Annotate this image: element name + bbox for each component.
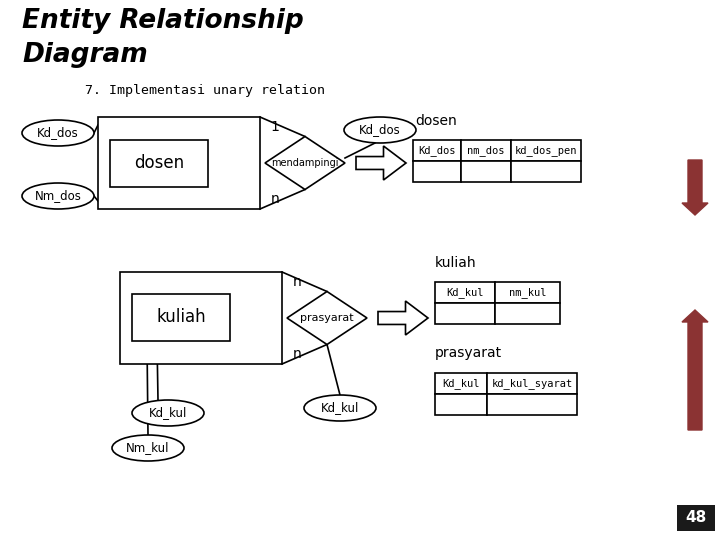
- Bar: [511, 140, 581, 161]
- Polygon shape: [356, 146, 406, 180]
- Ellipse shape: [132, 400, 204, 426]
- Bar: [487, 373, 577, 394]
- Bar: [677, 505, 715, 531]
- Text: Kd_kul: Kd_kul: [446, 287, 484, 298]
- Text: Kd_dos: Kd_dos: [418, 145, 456, 156]
- Text: mendampingi: mendampingi: [271, 158, 338, 168]
- Polygon shape: [287, 292, 367, 345]
- Bar: [413, 140, 461, 161]
- Text: Diagram: Diagram: [22, 42, 148, 68]
- Bar: [435, 282, 495, 303]
- Bar: [495, 282, 560, 303]
- Text: Nm_kul: Nm_kul: [126, 442, 170, 455]
- Bar: [435, 394, 487, 415]
- Bar: [132, 294, 230, 341]
- Text: Kd_kul: Kd_kul: [321, 402, 359, 415]
- Ellipse shape: [304, 395, 376, 421]
- Text: prasyarat: prasyarat: [435, 346, 502, 360]
- Text: kd_dos_pen: kd_dos_pen: [515, 145, 577, 156]
- Text: kd_kul_syarat: kd_kul_syarat: [491, 378, 572, 389]
- Bar: [487, 394, 577, 415]
- Ellipse shape: [112, 435, 184, 461]
- Bar: [120, 272, 282, 364]
- Text: Kd_dos: Kd_dos: [37, 126, 79, 139]
- Text: n: n: [292, 275, 302, 289]
- Ellipse shape: [22, 120, 94, 146]
- Text: Kd_kul: Kd_kul: [442, 378, 480, 389]
- FancyArrow shape: [682, 310, 708, 430]
- Bar: [511, 161, 581, 182]
- Text: 7. Implementasi unary relation: 7. Implementasi unary relation: [85, 84, 325, 97]
- Text: Kd_kul: Kd_kul: [149, 407, 187, 420]
- Bar: [110, 140, 208, 187]
- Text: Nm_dos: Nm_dos: [35, 190, 81, 202]
- Text: kuliah: kuliah: [435, 256, 477, 270]
- Bar: [413, 161, 461, 182]
- Ellipse shape: [344, 117, 416, 143]
- Bar: [461, 161, 511, 182]
- Text: Kd_dos: Kd_dos: [359, 124, 401, 137]
- Text: nm_dos: nm_dos: [467, 145, 505, 156]
- Text: dosen: dosen: [415, 114, 456, 128]
- Text: Entity Relationship: Entity Relationship: [22, 8, 304, 34]
- Bar: [495, 303, 560, 324]
- Bar: [435, 373, 487, 394]
- FancyArrow shape: [682, 160, 708, 215]
- Bar: [435, 303, 495, 324]
- Bar: [461, 140, 511, 161]
- Text: nm_kul: nm_kul: [509, 287, 546, 298]
- Text: prasyarat: prasyarat: [300, 313, 354, 323]
- Text: 1: 1: [271, 120, 279, 134]
- Polygon shape: [265, 137, 345, 190]
- Text: n: n: [271, 192, 279, 206]
- Text: n: n: [292, 347, 302, 361]
- Polygon shape: [378, 301, 428, 335]
- Text: dosen: dosen: [134, 154, 184, 172]
- Bar: [98, 117, 260, 209]
- Ellipse shape: [22, 183, 94, 209]
- Text: kuliah: kuliah: [156, 308, 206, 327]
- Text: 48: 48: [685, 510, 706, 525]
